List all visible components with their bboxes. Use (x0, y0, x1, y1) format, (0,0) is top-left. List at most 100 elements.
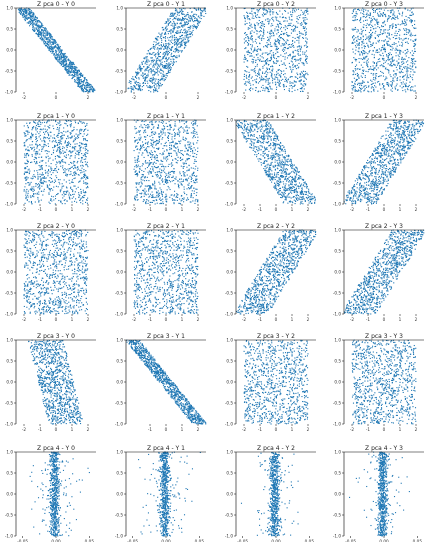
scatter-point (359, 32, 361, 34)
scatter-point (48, 34, 50, 36)
scatter-point (271, 54, 273, 56)
scatter-point (53, 53, 55, 55)
scatter-point (389, 64, 391, 66)
scatter-point (153, 45, 155, 47)
scatter-point (298, 40, 300, 42)
scatter-point (266, 86, 268, 89)
scatter-point (80, 142, 82, 144)
scatter-point (298, 31, 300, 33)
scatter-point (370, 79, 372, 81)
scatter-point (181, 20, 183, 22)
scatter-point (180, 44, 182, 46)
scatter-point (360, 38, 362, 40)
scatter-point (75, 65, 77, 68)
scatter-point (362, 69, 364, 71)
scatter-point (260, 75, 263, 77)
scatter-point (257, 58, 259, 61)
scatter-point (259, 49, 261, 51)
scatter-point (77, 85, 79, 87)
scatter-point (365, 85, 367, 87)
scatter-point (162, 29, 164, 31)
scatter-point (262, 87, 264, 89)
scatter-point (37, 151, 39, 153)
scatter-point (382, 83, 384, 85)
scatter-point (178, 14, 180, 16)
scatter-point (253, 17, 255, 19)
scatter-point (42, 174, 44, 176)
scatter-point (25, 198, 27, 200)
scatter-point (289, 53, 291, 55)
scatter-point (51, 169, 53, 171)
scatter-point (285, 26, 287, 28)
scatter-point (301, 33, 303, 35)
y-tick-label: 1.0 (226, 6, 233, 11)
y-tick-label: -1.0 (333, 90, 342, 95)
scatter-point (405, 55, 407, 57)
scatter-point (181, 41, 183, 43)
scatter-point (33, 30, 35, 33)
scatter-point (406, 19, 408, 21)
scatter-point (197, 24, 199, 26)
scatter-point (65, 181, 67, 183)
scatter-point (64, 68, 66, 70)
scatter-point (401, 63, 403, 66)
scatter-point (190, 33, 192, 36)
scatter-point (35, 133, 37, 135)
scatter-point (86, 84, 88, 86)
scatter-point (146, 152, 148, 154)
scatter-point (386, 68, 388, 70)
scatter-point (26, 165, 28, 168)
scatter-point (303, 17, 305, 19)
scatter-point (183, 18, 185, 20)
scatter-point (74, 171, 76, 173)
scatter-point (84, 87, 86, 89)
scatter-point (63, 57, 65, 59)
y-tick-label: 1.0 (334, 6, 341, 11)
scatter-point (34, 16, 36, 18)
scatter-point (75, 198, 77, 200)
scatter-point (378, 80, 380, 83)
scatter-point (359, 84, 361, 86)
scatter-point (276, 33, 278, 35)
scatter-point (83, 130, 85, 132)
scatter-point (71, 68, 73, 70)
scatter-point (37, 183, 40, 185)
scatter-point (357, 36, 359, 38)
scatter-point (399, 79, 401, 81)
scatter-point (82, 83, 84, 85)
scatter-point (46, 30, 48, 32)
scatter-point (83, 138, 85, 140)
scatter-point (47, 160, 50, 162)
scatter-point (57, 143, 59, 145)
scatter-point (158, 55, 161, 58)
scatter-point (85, 90, 87, 92)
scatter-point (72, 130, 74, 132)
scatter-point (58, 55, 60, 57)
scatter-point (283, 33, 285, 36)
scatter-point (79, 180, 81, 182)
scatter-point (44, 35, 46, 37)
scatter-point (363, 14, 365, 16)
scatter-point (144, 57, 146, 59)
scatter-point (67, 130, 69, 132)
scatter-point (278, 43, 281, 45)
scatter-point (362, 39, 365, 41)
scatter-point (70, 74, 72, 76)
scatter-point (71, 66, 73, 68)
scatter-point (63, 191, 65, 193)
scatter-point (160, 85, 162, 87)
scatter-point (41, 28, 43, 31)
scatter-point (389, 49, 392, 51)
scatter-point (158, 147, 160, 149)
scatter-point (48, 127, 50, 129)
scatter-point (127, 87, 129, 89)
scatter-point (274, 74, 276, 76)
scatter-point (66, 125, 69, 127)
scatter-point (41, 168, 44, 170)
scatter-point (360, 88, 362, 90)
scatter-point (250, 69, 252, 71)
scatter-point (275, 53, 277, 55)
scatter-point (176, 31, 178, 33)
scatter-point (86, 89, 88, 92)
scatter-point (53, 42, 55, 44)
